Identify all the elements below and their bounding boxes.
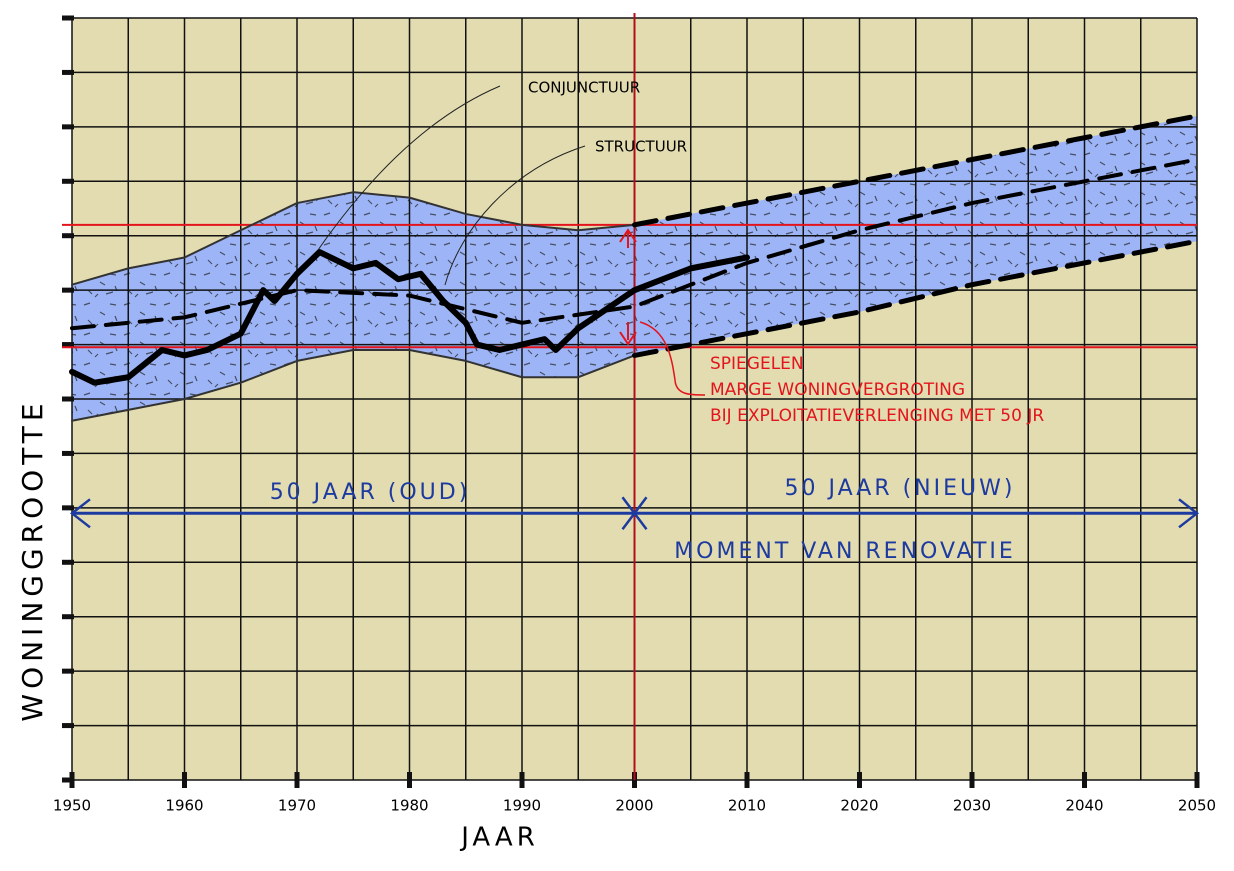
x-tick-label: 1950 xyxy=(53,797,91,815)
x-axis-label: JAAR xyxy=(459,823,539,853)
page: 1950 1960 1970 1980 1990 2000 2010 2020 2030 2040… xyxy=(0,0,1234,871)
annotation: STRUCTUUR xyxy=(595,138,687,156)
chart: 1950 1960 1970 1980 1990 2000 2010 2020 2030 2040… xyxy=(0,0,1234,871)
annotation: BIJ EXPLOITATIEVERLENGING MET 50 JR xyxy=(710,406,1044,426)
annotation: SPIEGELEN xyxy=(710,354,804,374)
x-tick-label: 2010 xyxy=(728,797,766,815)
x-tick-label: 1990 xyxy=(503,797,541,815)
annotation: MARGE WONINGVERGROTING xyxy=(710,380,965,400)
x-tick-label: 2050 xyxy=(1178,797,1216,815)
plot: 1950 1960 1970 1980 1990 2000 2010 2020 2030 2040… xyxy=(53,13,1216,815)
annotation: MOMENT VAN RENOVATIE xyxy=(674,539,1016,564)
x-tick-label: 2030 xyxy=(953,797,991,815)
x-tick-label: 2000 xyxy=(615,797,653,815)
x-tick-label: 2040 xyxy=(1065,797,1103,815)
annotation: 50 JAAR (NIEUW) xyxy=(785,476,1016,501)
x-tick-label: 1960 xyxy=(165,797,203,815)
annotation: 50 JAAR (OUD) xyxy=(270,480,471,505)
annotation: CONJUNCTUUR xyxy=(528,79,640,97)
y-axis-label: WONINGGROOTTE xyxy=(16,398,49,721)
x-tick-label: 1970 xyxy=(278,797,316,815)
x-tick-label: 1980 xyxy=(390,797,428,815)
x-tick-label: 2020 xyxy=(840,797,878,815)
